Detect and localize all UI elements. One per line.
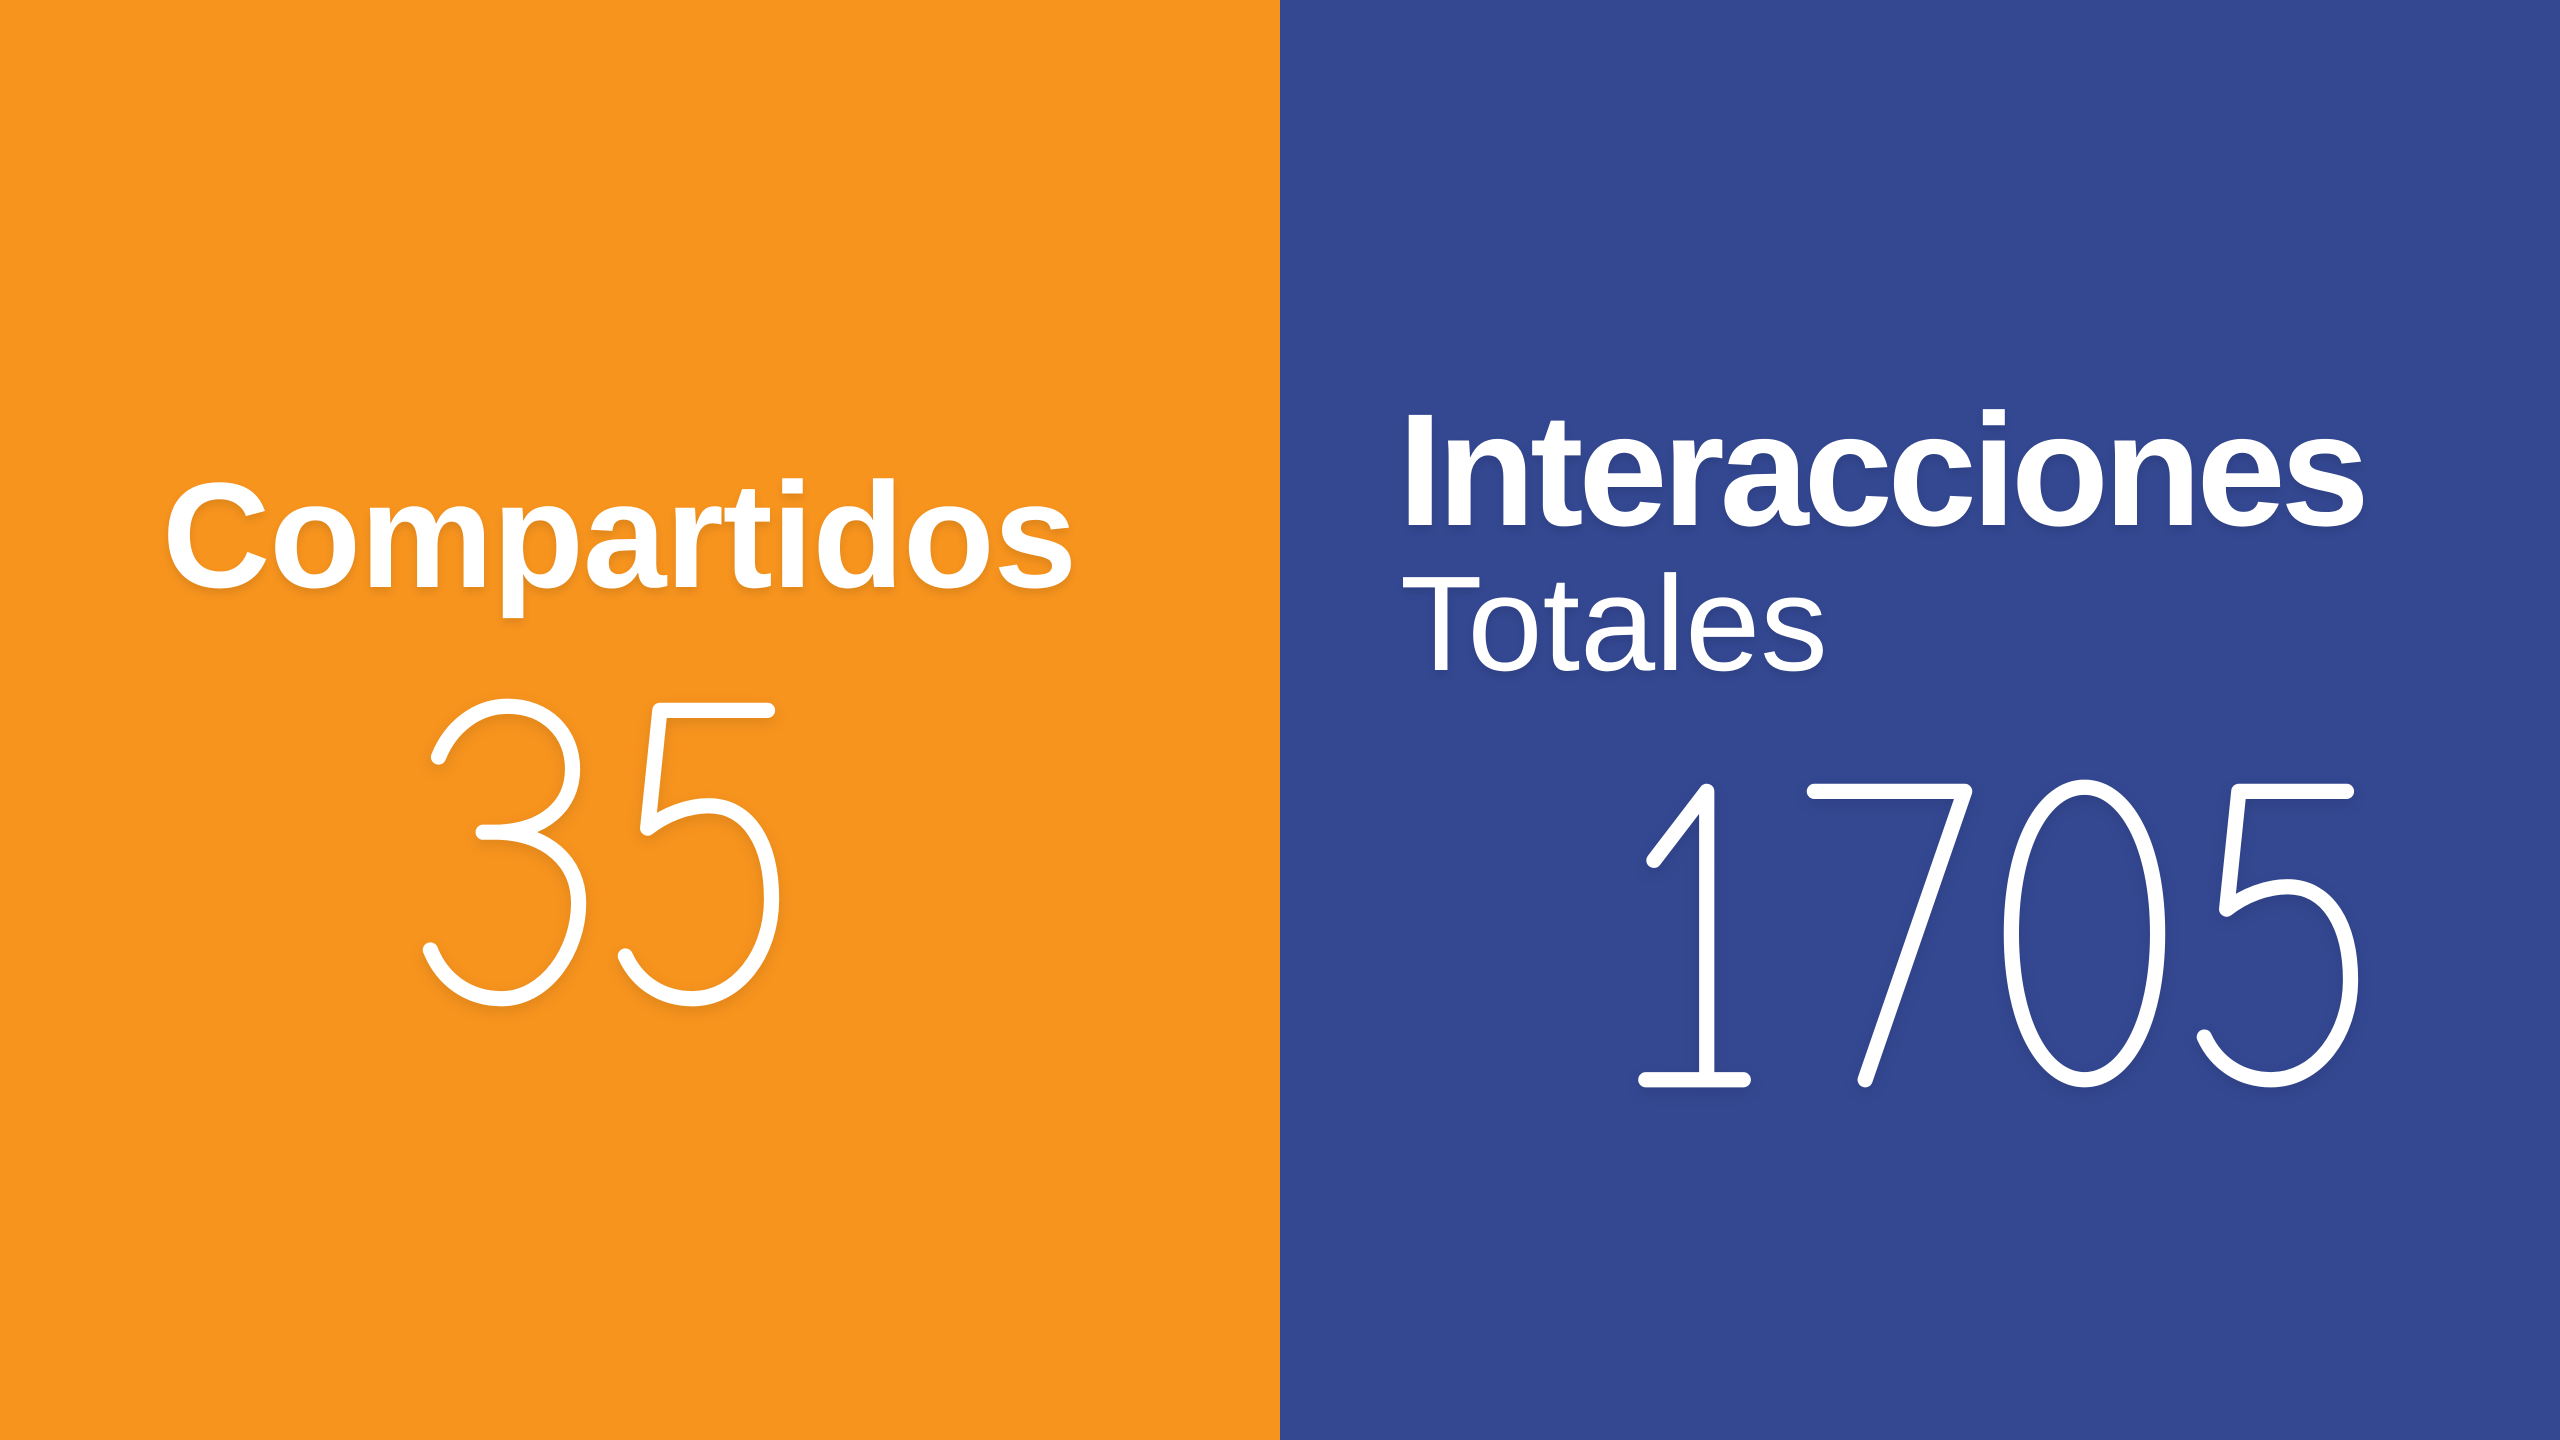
shares-panel: Compartidos xyxy=(0,0,1280,1440)
shares-label: Compartidos xyxy=(162,451,1077,619)
interactions-value xyxy=(1593,771,2381,1096)
shares-value xyxy=(404,690,802,1015)
interactions-label-line1: Interacciones xyxy=(1398,380,2370,559)
interactions-panel: Interacciones Totales xyxy=(1280,0,2560,1440)
interactions-label-line2: Totales xyxy=(1400,548,1828,699)
